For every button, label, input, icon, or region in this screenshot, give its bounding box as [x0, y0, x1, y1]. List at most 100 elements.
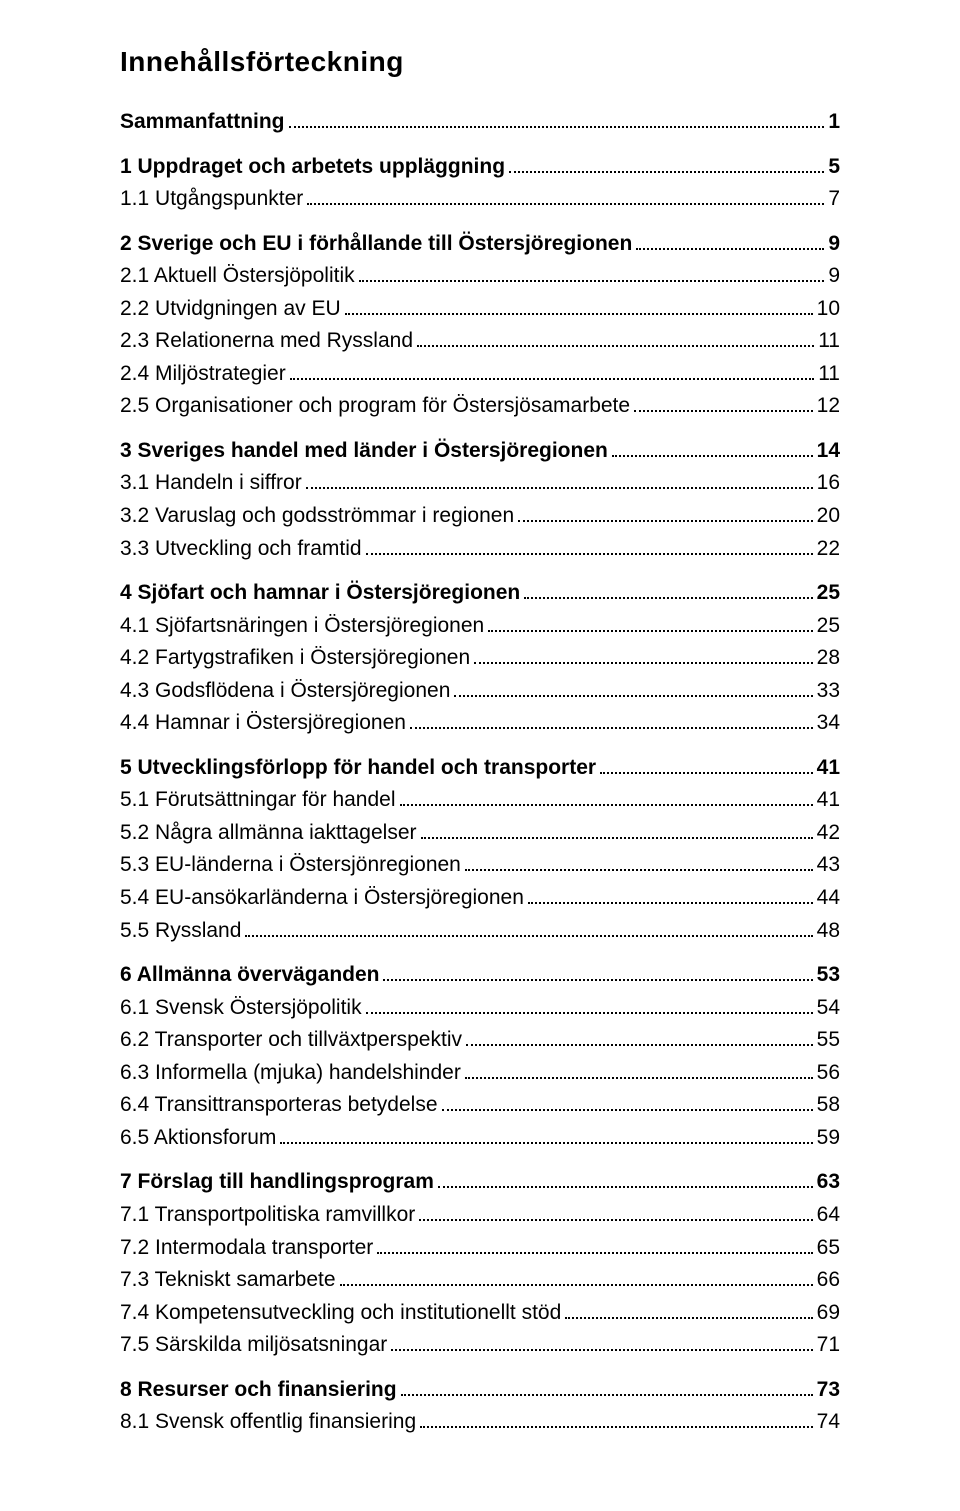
toc-page-number: 33 — [817, 675, 840, 708]
toc-page-number: 25 — [817, 577, 840, 610]
toc-entry-section[interactable]: 4.3 Godsflödena i Östersjöregionen33 — [120, 675, 840, 708]
toc-leader-dots — [289, 114, 825, 128]
toc-entry-section[interactable]: 5.5 Ryssland48 — [120, 915, 840, 948]
toc-label: 2 Sverige och EU i förhållande till Öste… — [120, 228, 632, 261]
toc-page-number: 55 — [817, 1024, 840, 1057]
toc-entry-chapter[interactable]: Sammanfattning1 — [120, 106, 840, 139]
toc-page-number: 73 — [817, 1374, 840, 1407]
toc-entry-section[interactable]: 6.4 Transittransporteras betydelse58 — [120, 1089, 840, 1122]
toc-page-number: 42 — [817, 817, 840, 850]
toc-entry-chapter[interactable]: 7 Förslag till handlingsprogram 63 — [120, 1166, 840, 1199]
toc-section: 6 Allmänna överväganden536.1 Svensk Öste… — [120, 959, 840, 1154]
page-title: Innehållsförteckning — [120, 46, 840, 78]
toc-entry-section[interactable]: 7.3 Tekniskt samarbete66 — [120, 1264, 840, 1297]
toc-entry-section[interactable]: 5.1 Förutsättningar för handel 41 — [120, 784, 840, 817]
toc-entry-section[interactable]: 4.4 Hamnar i Östersjöregionen34 — [120, 707, 840, 740]
toc-page-number: 10 — [817, 293, 840, 326]
toc-entry-section[interactable]: 3.2 Varuslag och godsströmmar i regionen… — [120, 500, 840, 533]
toc-entry-section[interactable]: 7.4 Kompetensutveckling och institutione… — [120, 1297, 840, 1330]
toc-page-number: 9 — [828, 260, 840, 293]
toc-entry-section[interactable]: 7.1 Transportpolitiska ramvillkor64 — [120, 1199, 840, 1232]
toc-page-number: 66 — [817, 1264, 840, 1297]
toc-entry-chapter[interactable]: 1 Uppdraget och arbetets uppläggning5 — [120, 151, 840, 184]
toc-page-number: 69 — [817, 1297, 840, 1330]
toc-entry-section[interactable]: 5.2 Några allmänna iakttagelser42 — [120, 817, 840, 850]
toc-leader-dots — [400, 793, 813, 807]
toc-label: 2.2 Utvidgningen av EU — [120, 293, 341, 326]
toc-label: 7 Förslag till handlingsprogram — [120, 1166, 434, 1199]
toc-entry-section[interactable]: 6.5 Aktionsforum 59 — [120, 1122, 840, 1155]
toc-label: 4.1 Sjöfartsnäringen i Östersjöregionen — [120, 610, 484, 643]
toc-page-number: 41 — [817, 752, 840, 785]
toc-leader-dots — [377, 1240, 812, 1254]
toc-label: 7.2 Intermodala transporter — [120, 1232, 373, 1265]
toc-label: 2.5 Organisationer och program för Öster… — [120, 390, 630, 423]
toc-label: 5.1 Förutsättningar för handel — [120, 784, 396, 817]
toc-entry-section[interactable]: 6.3 Informella (mjuka) handelshinder56 — [120, 1057, 840, 1090]
toc-label: 8.1 Svensk offentlig finansiering — [120, 1406, 416, 1439]
toc-page-number: 16 — [817, 467, 840, 500]
toc-leader-dots — [307, 192, 824, 206]
toc-leader-dots — [366, 1000, 813, 1014]
toc-entry-section[interactable]: 1.1 Utgångspunkter7 — [120, 183, 840, 216]
toc-leader-dots — [612, 443, 813, 457]
toc-label: 6.2 Transporter och tillväxtperspektiv — [120, 1024, 462, 1057]
toc-entry-section[interactable]: 7.2 Intermodala transporter 65 — [120, 1232, 840, 1265]
toc-entry-section[interactable]: 4.1 Sjöfartsnäringen i Östersjöregionen2… — [120, 610, 840, 643]
toc-label: 3.1 Handeln i siffror — [120, 467, 302, 500]
toc-entry-section[interactable]: 3.3 Utveckling och framtid22 — [120, 533, 840, 566]
toc-entry-section[interactable]: 7.5 Särskilda miljösatsningar71 — [120, 1329, 840, 1362]
toc-page-number: 59 — [817, 1122, 840, 1155]
toc-label: 7.4 Kompetensutveckling och institutione… — [120, 1297, 561, 1330]
toc-entry-section[interactable]: 2.4 Miljöstrategier11 — [120, 358, 840, 391]
toc-entry-chapter[interactable]: 8 Resurser och finansiering73 — [120, 1374, 840, 1407]
toc-label: 6.3 Informella (mjuka) handelshinder — [120, 1057, 461, 1090]
toc-section: 5 Utvecklingsförlopp för handel och tran… — [120, 752, 840, 947]
toc-section: Sammanfattning1 — [120, 106, 840, 139]
toc-leader-dots — [306, 476, 813, 490]
toc-entry-chapter[interactable]: 3 Sveriges handel med länder i Östersjör… — [120, 435, 840, 468]
toc-entry-section[interactable]: 6.1 Svensk Östersjöpolitik54 — [120, 992, 840, 1025]
toc-label: 6.5 Aktionsforum — [120, 1122, 276, 1155]
toc-leader-dots — [442, 1098, 813, 1112]
toc-label: 5.5 Ryssland — [120, 915, 241, 948]
page: Innehållsförteckning Sammanfattning1 1 Up… — [0, 0, 960, 1511]
toc-leader-dots — [280, 1130, 812, 1144]
toc-entry-chapter[interactable]: 4 Sjöfart och hamnar i Östersjöregionen2… — [120, 577, 840, 610]
toc-label: 6 Allmänna överväganden — [120, 959, 379, 992]
toc-entry-section[interactable]: 6.2 Transporter och tillväxtperspektiv 55 — [120, 1024, 840, 1057]
toc-entry-chapter[interactable]: 5 Utvecklingsförlopp för handel och tran… — [120, 752, 840, 785]
toc-label: 6.4 Transittransporteras betydelse — [120, 1089, 438, 1122]
toc-entry-section[interactable]: 5.4 EU-ansökarländerna i Östersjöregione… — [120, 882, 840, 915]
toc-page-number: 11 — [818, 325, 840, 358]
toc-entry-section[interactable]: 4.2 Fartygstrafiken i Östersjöregionen28 — [120, 642, 840, 675]
toc-label: 2.4 Miljöstrategier — [120, 358, 286, 391]
toc-entry-section[interactable]: 5.3 EU-länderna i Östersjönregionen43 — [120, 849, 840, 882]
toc-entry-section[interactable]: 2.5 Organisationer och program för Öster… — [120, 390, 840, 423]
toc-label: 3.3 Utveckling och framtid — [120, 533, 362, 566]
toc-entry-section[interactable]: 2.1 Aktuell Östersjöpolitik9 — [120, 260, 840, 293]
toc-leader-dots — [340, 1273, 813, 1287]
toc-entry-chapter[interactable]: 2 Sverige och EU i förhållande till Öste… — [120, 228, 840, 261]
toc-entry-section[interactable]: 2.3 Relationerna med Ryssland11 — [120, 325, 840, 358]
toc-page-number: 64 — [817, 1199, 840, 1232]
toc-leader-dots — [634, 399, 813, 413]
toc-page-number: 41 — [817, 784, 840, 817]
toc-entry-chapter[interactable]: 6 Allmänna överväganden53 — [120, 959, 840, 992]
toc-label: 7.5 Särskilda miljösatsningar — [120, 1329, 387, 1362]
toc-entry-section[interactable]: 3.1 Handeln i siffror 16 — [120, 467, 840, 500]
toc-entry-section[interactable]: 2.2 Utvidgningen av EU 10 — [120, 293, 840, 326]
toc-page-number: 63 — [817, 1166, 840, 1199]
toc-section: 3 Sveriges handel med länder i Östersjör… — [120, 435, 840, 565]
toc-entry-section[interactable]: 8.1 Svensk offentlig finansiering74 — [120, 1406, 840, 1439]
toc-leader-dots — [465, 858, 813, 872]
toc-leader-dots — [438, 1175, 813, 1189]
toc-leader-dots — [345, 301, 813, 315]
toc-section: 2 Sverige och EU i förhållande till Öste… — [120, 228, 840, 423]
toc-label: 5.3 EU-länderna i Östersjönregionen — [120, 849, 461, 882]
toc-leader-dots — [419, 1207, 812, 1221]
toc-leader-dots — [359, 269, 825, 283]
toc-page-number: 65 — [817, 1232, 840, 1265]
toc-leader-dots — [410, 716, 813, 730]
toc-label: 6.1 Svensk Östersjöpolitik — [120, 992, 362, 1025]
